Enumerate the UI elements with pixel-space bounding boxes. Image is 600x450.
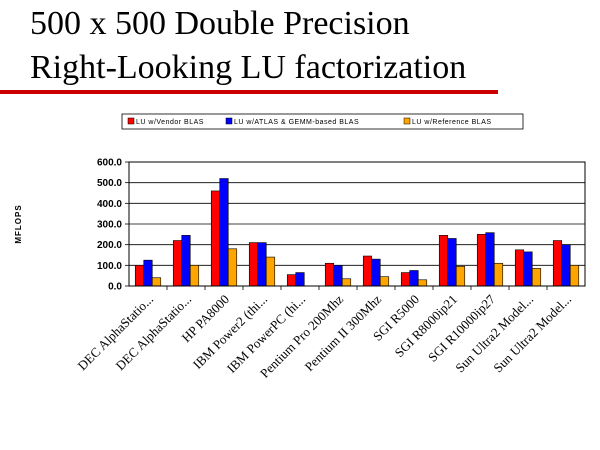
bar xyxy=(295,272,305,287)
bar xyxy=(324,262,335,287)
bar xyxy=(189,265,200,287)
bar xyxy=(531,268,542,287)
bar xyxy=(438,235,449,287)
y-tick-label: 300.0 xyxy=(97,220,122,231)
legend-entry: LU w/Vendor BLAS xyxy=(136,119,204,126)
bar xyxy=(514,249,525,287)
y-tick-labels: 0.0 100.0 200.0 300.0 400.0 500.0 600.0 xyxy=(97,158,122,293)
bar xyxy=(227,248,238,287)
y-tick-label: 100.0 xyxy=(97,261,122,272)
bar xyxy=(181,235,191,287)
bar xyxy=(561,244,571,287)
legend-box xyxy=(121,113,524,130)
bar xyxy=(552,240,563,287)
bar xyxy=(134,265,145,287)
bar xyxy=(455,266,466,287)
legend-swatch xyxy=(127,117,135,125)
bar xyxy=(523,251,533,287)
bar xyxy=(417,279,428,287)
y-tick-label: 500.0 xyxy=(97,178,122,189)
bar xyxy=(341,278,352,287)
y-tick-label: 200.0 xyxy=(97,240,122,251)
bar xyxy=(151,277,162,287)
bar xyxy=(371,258,381,287)
bar xyxy=(569,265,580,287)
y-tick-label: 600.0 xyxy=(97,158,122,169)
bar xyxy=(265,256,276,287)
y-axis-label: MFLOPS xyxy=(14,204,23,243)
bar xyxy=(219,178,229,287)
bar xyxy=(447,238,457,287)
bar xyxy=(409,270,419,287)
legend-entry: LU w/ATLAS & GEMM-based BLAS xyxy=(234,119,359,126)
bar xyxy=(379,276,390,287)
bar xyxy=(362,255,373,287)
legend-swatch xyxy=(225,117,233,125)
slide-title-line-2: Right-Looking LU factorization xyxy=(30,49,467,86)
bar xyxy=(400,272,411,287)
bar xyxy=(248,242,259,287)
bar xyxy=(333,265,343,287)
bar xyxy=(210,190,221,287)
category-label: SGI R10000ip27 xyxy=(425,291,499,365)
category-labels: DEC AlphaStatio...DEC AlphaStatio...HP P… xyxy=(75,291,575,381)
legend: LU w/Vendor BLAS LU w/ATLAS & GEMM-based … xyxy=(121,113,524,130)
slide-title: 500 x 500 Double Precision Right-Looking… xyxy=(30,2,590,90)
legend-entry: LU w/Reference BLAS xyxy=(412,119,492,126)
title-underline xyxy=(0,90,498,94)
bars xyxy=(134,178,580,287)
bar xyxy=(286,274,297,287)
y-tick-label: 400.0 xyxy=(97,199,122,210)
y-tick-label: 0.0 xyxy=(108,282,122,293)
bar xyxy=(485,232,495,287)
bar xyxy=(493,262,504,287)
legend-swatch xyxy=(403,117,411,125)
bar xyxy=(476,234,487,287)
axes xyxy=(128,161,586,290)
bar xyxy=(257,242,267,287)
bar xyxy=(172,240,183,287)
slide-title-line-1: 500 x 500 Double Precision xyxy=(30,5,410,42)
bar xyxy=(143,259,153,287)
